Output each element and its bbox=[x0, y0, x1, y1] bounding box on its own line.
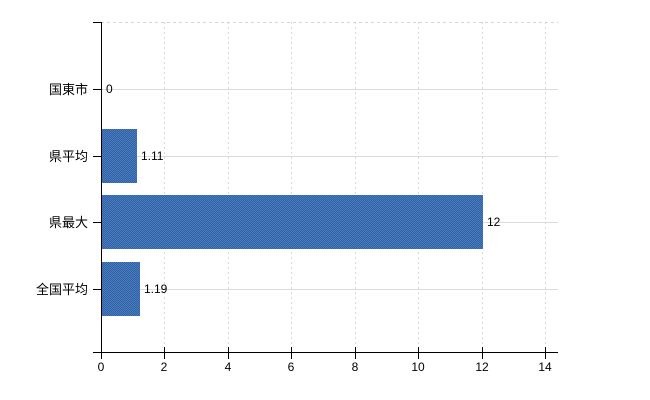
vertical-gridline bbox=[355, 22, 356, 352]
x-tick-label: 12 bbox=[475, 360, 489, 374]
y-tick bbox=[93, 289, 101, 290]
bar bbox=[102, 129, 137, 183]
y-tick bbox=[93, 222, 101, 223]
category-label: 国東市 bbox=[48, 82, 88, 97]
category-label: 県最大 bbox=[48, 215, 88, 230]
vertical-gridline bbox=[545, 22, 546, 352]
vertical-gridline bbox=[228, 22, 229, 352]
x-tick-label: 8 bbox=[351, 360, 359, 374]
y-axis-line bbox=[101, 22, 102, 352]
x-tick-label: 6 bbox=[287, 360, 295, 374]
x-tick bbox=[482, 347, 483, 359]
x-tick bbox=[164, 347, 165, 359]
x-tick-label: 10 bbox=[411, 360, 425, 374]
x-tick bbox=[418, 347, 419, 359]
y-tick bbox=[93, 156, 101, 157]
bar-value-label: 1.19 bbox=[144, 282, 168, 296]
horizontal-gridline bbox=[101, 89, 558, 90]
x-tick-label: 2 bbox=[160, 360, 168, 374]
horizontal-gridline bbox=[101, 289, 558, 290]
plot-top-border bbox=[101, 22, 558, 23]
vertical-gridline bbox=[482, 22, 483, 352]
vertical-gridline bbox=[418, 22, 419, 352]
horizontal-gridline bbox=[101, 156, 558, 157]
y-tick bbox=[93, 352, 101, 353]
y-tick bbox=[93, 22, 101, 23]
x-tick bbox=[355, 347, 356, 359]
x-tick bbox=[291, 347, 292, 359]
x-tick-label: 0 bbox=[97, 360, 105, 374]
vertical-gridline bbox=[291, 22, 292, 352]
x-tick-label: 14 bbox=[538, 360, 552, 374]
bar bbox=[102, 262, 140, 316]
bar bbox=[102, 195, 483, 249]
bar-value-label: 12 bbox=[487, 215, 501, 229]
y-tick bbox=[93, 89, 101, 90]
x-axis-line bbox=[93, 352, 558, 353]
bar-value-label: 0 bbox=[106, 82, 113, 96]
x-tick bbox=[101, 347, 102, 359]
x-tick bbox=[545, 347, 546, 359]
category-label: 県平均 bbox=[48, 149, 88, 164]
x-tick bbox=[228, 347, 229, 359]
vertical-gridline bbox=[164, 22, 165, 352]
category-label: 全国平均 bbox=[35, 282, 88, 297]
x-tick-label: 4 bbox=[224, 360, 232, 374]
bar-value-label: 1.11 bbox=[141, 149, 164, 163]
